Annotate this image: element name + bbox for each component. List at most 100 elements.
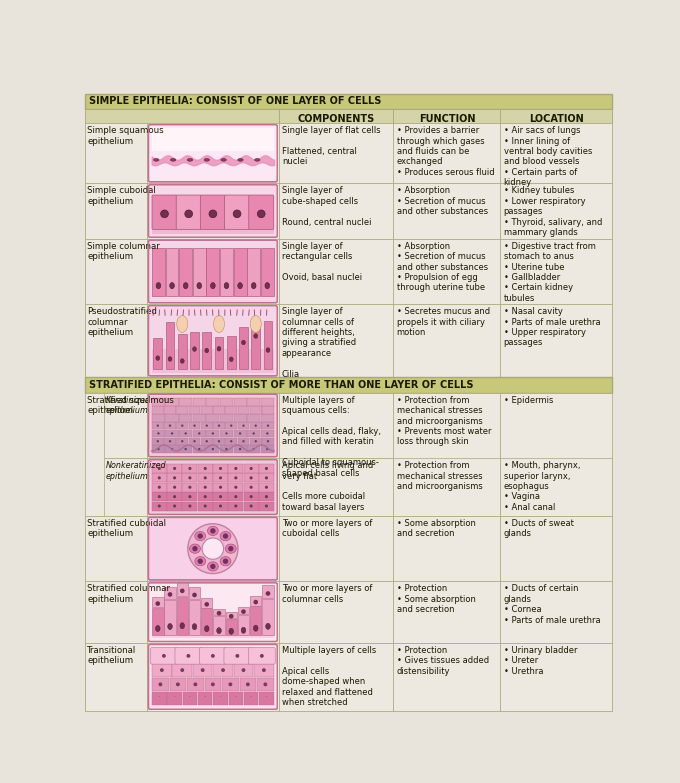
Text: Pseudostratified
columnar
epithelium: Pseudostratified columnar epithelium bbox=[87, 307, 157, 337]
Ellipse shape bbox=[266, 348, 270, 352]
Bar bbox=[213, 474, 228, 482]
Bar bbox=[214, 608, 224, 615]
Bar bbox=[260, 446, 274, 453]
Ellipse shape bbox=[219, 467, 222, 470]
Ellipse shape bbox=[239, 432, 241, 435]
Bar bbox=[152, 464, 167, 473]
Bar bbox=[85, 183, 612, 239]
Ellipse shape bbox=[194, 557, 205, 566]
Bar bbox=[254, 663, 274, 677]
FancyBboxPatch shape bbox=[148, 395, 277, 456]
Ellipse shape bbox=[219, 495, 222, 498]
Bar bbox=[166, 247, 178, 296]
Bar bbox=[167, 474, 182, 482]
Bar bbox=[213, 483, 228, 492]
Ellipse shape bbox=[250, 485, 253, 489]
Bar bbox=[279, 581, 394, 643]
Bar bbox=[250, 438, 262, 445]
Bar bbox=[152, 247, 165, 296]
Bar bbox=[394, 393, 500, 516]
Ellipse shape bbox=[223, 533, 228, 539]
Ellipse shape bbox=[187, 158, 192, 161]
Ellipse shape bbox=[162, 654, 166, 658]
Text: Simple columnar
epithelium: Simple columnar epithelium bbox=[87, 242, 160, 262]
Bar bbox=[243, 474, 258, 482]
Bar bbox=[201, 608, 212, 636]
FancyBboxPatch shape bbox=[148, 518, 277, 580]
Bar bbox=[167, 483, 182, 492]
Ellipse shape bbox=[204, 495, 207, 498]
Ellipse shape bbox=[254, 158, 260, 161]
Ellipse shape bbox=[221, 158, 226, 161]
Bar bbox=[85, 304, 612, 377]
Bar bbox=[167, 464, 182, 473]
Bar bbox=[85, 123, 612, 183]
Bar bbox=[165, 399, 179, 406]
Bar bbox=[165, 600, 175, 636]
Bar bbox=[500, 393, 612, 516]
Ellipse shape bbox=[238, 158, 243, 161]
Bar bbox=[152, 619, 274, 638]
Bar bbox=[182, 464, 197, 473]
Text: Stratified columnar
epithelium: Stratified columnar epithelium bbox=[87, 584, 170, 604]
Bar bbox=[228, 474, 243, 482]
Ellipse shape bbox=[249, 697, 253, 701]
Ellipse shape bbox=[201, 668, 205, 672]
Bar bbox=[188, 438, 201, 445]
Ellipse shape bbox=[230, 424, 233, 427]
FancyBboxPatch shape bbox=[224, 648, 251, 664]
Bar bbox=[250, 422, 262, 429]
Bar bbox=[213, 493, 228, 501]
Bar bbox=[203, 331, 211, 369]
Bar bbox=[222, 677, 239, 691]
Ellipse shape bbox=[205, 424, 208, 427]
Text: • Absorption
• Secretion of mucus
and other substances
• Propulsion of egg
throu: • Absorption • Secretion of mucus and ot… bbox=[396, 242, 488, 292]
Bar bbox=[225, 406, 237, 413]
Ellipse shape bbox=[168, 356, 172, 361]
Ellipse shape bbox=[154, 158, 159, 161]
Ellipse shape bbox=[266, 591, 271, 596]
Bar bbox=[228, 502, 243, 511]
Ellipse shape bbox=[184, 283, 188, 289]
Ellipse shape bbox=[177, 316, 188, 332]
Ellipse shape bbox=[173, 476, 176, 479]
Bar bbox=[165, 414, 179, 421]
FancyBboxPatch shape bbox=[148, 185, 277, 237]
Bar bbox=[198, 493, 213, 501]
Ellipse shape bbox=[218, 440, 220, 442]
Bar bbox=[165, 430, 179, 437]
Ellipse shape bbox=[209, 210, 217, 218]
Bar bbox=[152, 226, 274, 234]
Ellipse shape bbox=[241, 340, 245, 345]
Ellipse shape bbox=[229, 628, 233, 634]
Ellipse shape bbox=[221, 668, 225, 672]
FancyBboxPatch shape bbox=[148, 305, 277, 376]
Bar bbox=[252, 321, 260, 369]
Text: STRATIFIED EPITHELIA: CONSIST OF MORE THAN ONE LAYER OF CELLS: STRATIFIED EPITHELIA: CONSIST OF MORE TH… bbox=[89, 380, 473, 390]
Bar bbox=[152, 128, 274, 150]
Ellipse shape bbox=[173, 504, 176, 507]
Ellipse shape bbox=[169, 424, 171, 427]
Ellipse shape bbox=[252, 432, 255, 435]
Bar bbox=[167, 493, 182, 501]
FancyBboxPatch shape bbox=[152, 195, 177, 229]
Bar bbox=[233, 430, 247, 437]
Bar bbox=[147, 516, 279, 581]
Ellipse shape bbox=[266, 432, 269, 435]
Bar bbox=[237, 422, 250, 429]
Bar bbox=[262, 422, 274, 429]
Bar bbox=[206, 446, 220, 453]
FancyBboxPatch shape bbox=[176, 195, 201, 229]
Bar bbox=[262, 599, 274, 636]
Bar bbox=[262, 406, 274, 413]
Ellipse shape bbox=[192, 623, 197, 630]
Ellipse shape bbox=[254, 424, 257, 427]
FancyBboxPatch shape bbox=[148, 644, 277, 709]
Bar bbox=[394, 110, 500, 123]
Bar bbox=[152, 438, 164, 445]
Bar bbox=[85, 581, 147, 643]
FancyBboxPatch shape bbox=[175, 648, 202, 664]
Bar bbox=[187, 677, 204, 691]
Bar bbox=[85, 94, 612, 110]
Text: Simple cuboidal
epithelium: Simple cuboidal epithelium bbox=[87, 186, 156, 206]
